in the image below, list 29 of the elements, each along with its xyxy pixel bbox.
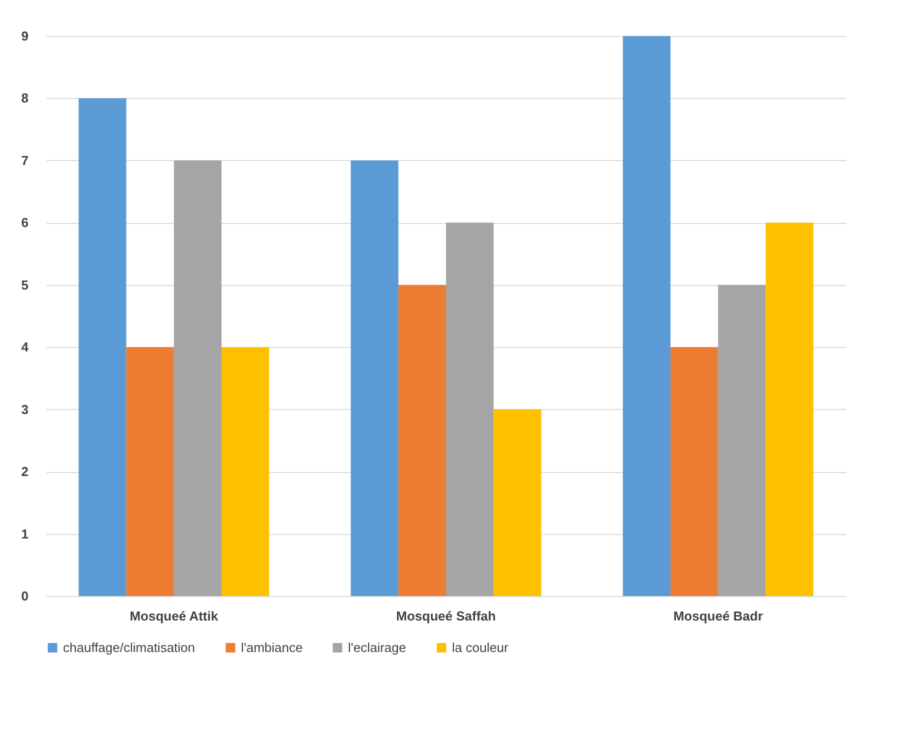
bar <box>398 284 446 596</box>
bar <box>174 160 222 596</box>
x-tick-label: Mosqueé Badr <box>673 608 763 624</box>
legend-label: chauffage/climatisation <box>63 640 196 655</box>
bar <box>126 347 174 596</box>
bar <box>222 347 270 596</box>
y-tick-label: 0 <box>21 588 28 604</box>
y-tick-label: 8 <box>21 90 28 106</box>
legend-label: l'eclairage <box>348 640 406 655</box>
y-tick-label: 9 <box>21 28 28 44</box>
bar <box>766 222 814 596</box>
x-tick-label: Mosqueé Attik <box>130 608 219 624</box>
bar <box>446 222 494 596</box>
y-tick-label: 1 <box>21 526 28 542</box>
y-tick-label: 6 <box>21 215 28 230</box>
y-tick-label: 2 <box>21 464 28 480</box>
bar <box>622 36 670 596</box>
bar <box>494 409 542 596</box>
legend-label: l'ambiance <box>241 640 303 655</box>
y-tick-label: 3 <box>21 402 28 417</box>
x-tick-label: Mosqueé Saffah <box>396 608 496 624</box>
y-tick-label: 5 <box>21 277 28 292</box>
bar <box>670 347 718 596</box>
y-tick-label: 4 <box>21 340 30 355</box>
bar <box>350 160 398 596</box>
legend-label: la couleur <box>452 640 510 655</box>
bar <box>718 284 766 596</box>
y-tick-label: 7 <box>21 152 28 168</box>
bar <box>78 98 126 596</box>
